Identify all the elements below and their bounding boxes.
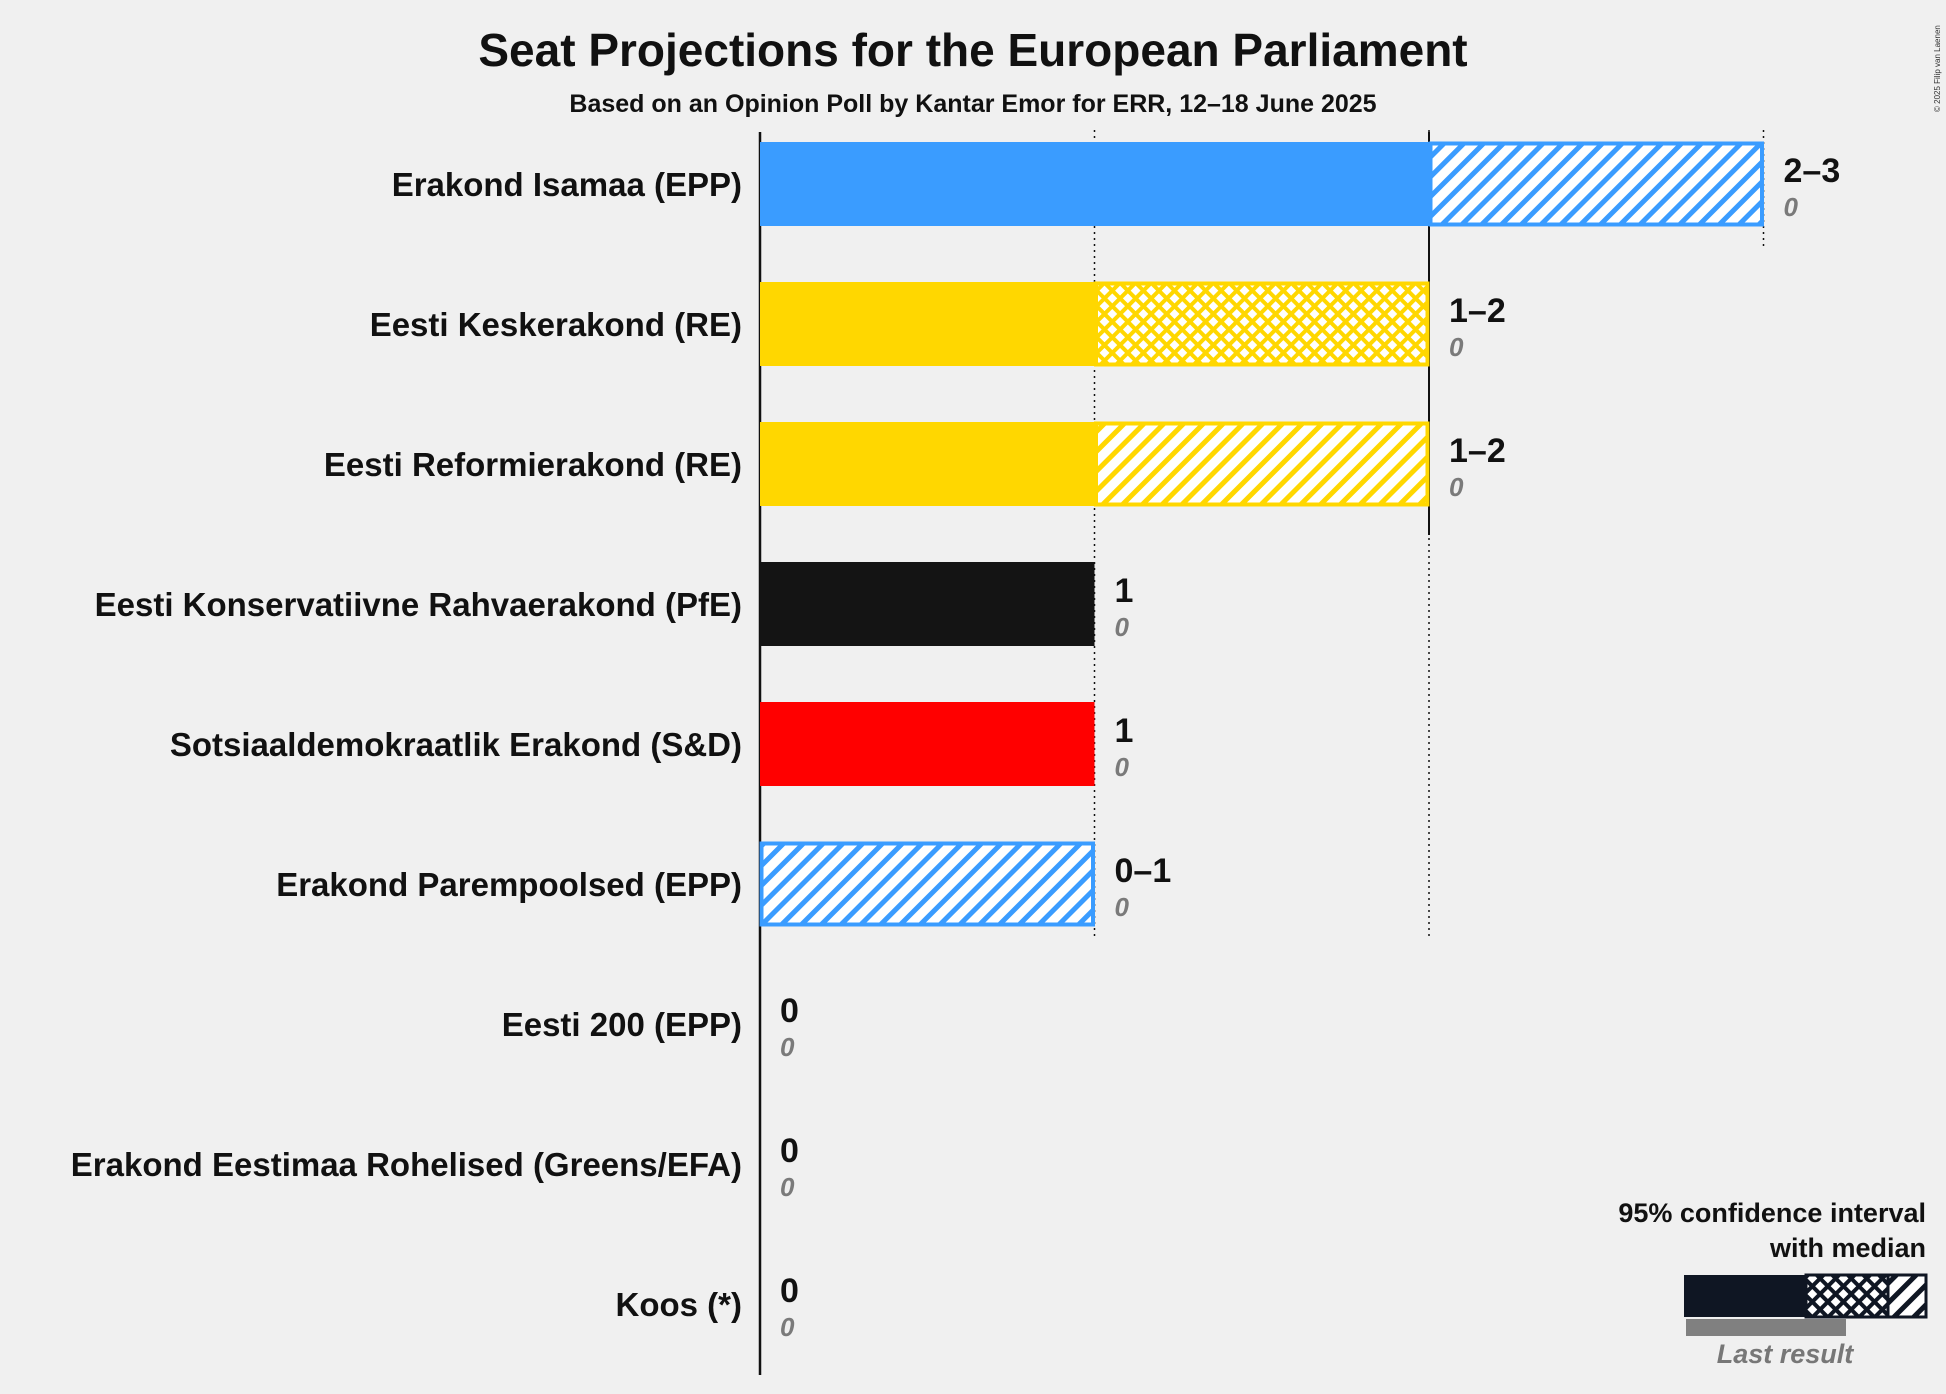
party-label: Eesti 200 (EPP) <box>502 1006 742 1043</box>
party-label: Koos (*) <box>616 1286 743 1323</box>
chart-title: Seat Projections for the European Parlia… <box>478 24 1467 76</box>
bar-hatch <box>759 841 1095 927</box>
range-label: 1 <box>1115 712 1134 750</box>
party-label: Sotsiaaldemokraatlik Erakond (S&D) <box>170 726 742 763</box>
bar-crosshatch <box>1094 281 1430 367</box>
party-label: Erakond Isamaa (EPP) <box>392 166 742 203</box>
party-label: Erakond Parempoolsed (EPP) <box>276 866 742 903</box>
range-label: 0 <box>780 992 799 1030</box>
range-label: 1 <box>1115 572 1134 610</box>
chart-subtitle: Based on an Opinion Poll by Kantar Emor … <box>569 90 1376 118</box>
party-label: Eesti Reformierakond (RE) <box>324 446 742 483</box>
legend-last-result-bar <box>1686 1319 1846 1336</box>
range-label: 1–2 <box>1449 292 1506 330</box>
party-label: Erakond Eestimaa Rohelised (Greens/EFA) <box>71 1146 742 1183</box>
last-result-label: 0 <box>1784 192 1799 222</box>
range-label: 0–1 <box>1115 852 1172 890</box>
bar-hatch <box>1094 421 1430 507</box>
bar-hatch <box>1428 141 1764 227</box>
legend-hatch-segment <box>1886 1273 1928 1319</box>
copyright-note: © 2025 Filip van Laenen <box>1933 25 1942 112</box>
last-result-label: 0 <box>1115 612 1130 642</box>
party-label: Eesti Keskerakond (RE) <box>370 306 742 343</box>
bar-solid <box>760 422 1095 506</box>
range-label: 0 <box>780 1132 799 1170</box>
last-result-label: 0 <box>780 1172 795 1202</box>
last-result-label: 0 <box>1449 472 1464 502</box>
legend-title-line2: with median <box>1769 1233 1926 1263</box>
party-label: Eesti Konservatiivne Rahvaerakond (PfE) <box>95 586 742 623</box>
legend-last-result-label: Last result <box>1717 1339 1855 1369</box>
legend-median-bar <box>1684 1275 1806 1317</box>
last-result-label: 0 <box>1115 752 1130 782</box>
bar-solid <box>760 562 1095 646</box>
bar-solid <box>760 142 1429 226</box>
range-label: 0 <box>780 1272 799 1310</box>
range-label: 1–2 <box>1449 432 1506 470</box>
legend-title-line1: 95% confidence interval <box>1618 1198 1926 1228</box>
bars <box>759 141 1764 927</box>
bar-solid <box>760 702 1095 786</box>
legend: 95% confidence interval with median Last… <box>1618 1198 1928 1369</box>
last-result-label: 0 <box>1115 892 1130 922</box>
bar-solid <box>760 282 1095 366</box>
last-result-label: 0 <box>1449 332 1464 362</box>
last-result-label: 0 <box>780 1032 795 1062</box>
range-label: 2–3 <box>1784 152 1841 190</box>
last-result-label: 0 <box>780 1312 795 1342</box>
legend-crosshatch-segment <box>1804 1273 1890 1319</box>
